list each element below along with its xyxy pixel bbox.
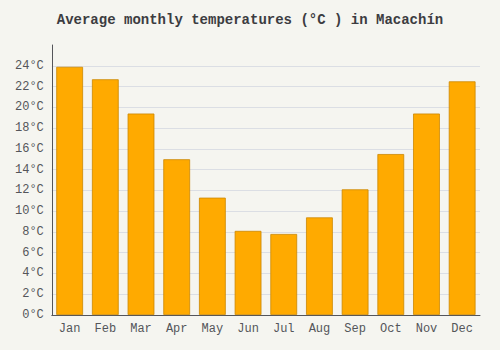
svg-text:14°C: 14°C	[15, 163, 44, 177]
svg-text:Mar: Mar	[130, 322, 152, 336]
svg-text:0°C: 0°C	[22, 308, 44, 322]
svg-text:Nov: Nov	[416, 322, 438, 336]
svg-text:Jul: Jul	[273, 322, 295, 336]
svg-text:Oct: Oct	[380, 322, 402, 336]
svg-text:Dec: Dec	[451, 322, 473, 336]
svg-text:Apr: Apr	[166, 322, 188, 336]
svg-text:24°C: 24°C	[15, 59, 44, 73]
svg-text:10°C: 10°C	[15, 204, 44, 218]
svg-text:12°C: 12°C	[15, 183, 44, 197]
svg-text:Average monthly temperatures (: Average monthly temperatures (°C ) in Ma…	[57, 12, 443, 28]
svg-text:Feb: Feb	[95, 322, 117, 336]
svg-text:2°C: 2°C	[22, 287, 44, 301]
svg-text:18°C: 18°C	[15, 121, 44, 135]
svg-text:Jun: Jun	[237, 322, 259, 336]
svg-text:May: May	[202, 322, 224, 336]
svg-text:Jan: Jan	[59, 322, 81, 336]
svg-text:22°C: 22°C	[15, 80, 44, 94]
svg-text:16°C: 16°C	[15, 142, 44, 156]
svg-text:Sep: Sep	[344, 322, 366, 336]
svg-text:20°C: 20°C	[15, 100, 44, 114]
svg-text:4°C: 4°C	[22, 266, 44, 280]
svg-text:6°C: 6°C	[22, 246, 44, 260]
svg-text:Aug: Aug	[309, 322, 331, 336]
svg-text:8°C: 8°C	[22, 225, 44, 239]
